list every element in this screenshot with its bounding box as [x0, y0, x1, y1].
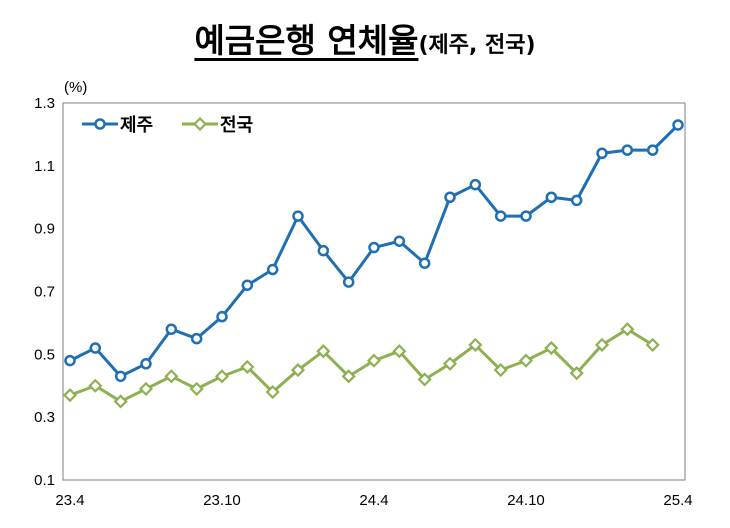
data-point — [518, 353, 534, 368]
legend-entry-1: 제주 — [82, 115, 153, 136]
data-point — [138, 381, 154, 396]
data-point — [393, 235, 406, 247]
data-point — [645, 337, 660, 352]
data-point — [545, 191, 558, 203]
data-point — [89, 342, 102, 354]
data-point — [140, 358, 152, 370]
data-point — [290, 362, 306, 378]
data-point — [88, 378, 103, 393]
data-point — [189, 381, 204, 396]
x-tick-label: 23.10 — [203, 492, 241, 509]
data-point — [265, 384, 280, 400]
data-point — [468, 337, 483, 352]
data-point — [164, 369, 179, 384]
legend: 제주 전국 — [82, 115, 253, 136]
axes: 0.1 0.3 0.5 0.7 0.9 1.1 1.3 23.4 23.10 24.4 24.10 2… — [34, 95, 692, 509]
data-point — [417, 372, 432, 387]
data-point — [64, 354, 76, 367]
y-tick-label: 0.3 — [34, 409, 55, 426]
data-point — [216, 310, 228, 323]
chart-title: 예금은행 연체율(제주, 전국) — [0, 14, 730, 62]
legend-entry-2: 전국 — [182, 115, 253, 136]
series-group — [62, 119, 684, 409]
data-point — [62, 388, 78, 403]
data-point — [368, 241, 380, 254]
data-point — [114, 370, 127, 383]
data-point — [569, 366, 584, 381]
data-point — [494, 210, 507, 222]
data-point — [444, 191, 456, 203]
plot-area — [62, 102, 686, 481]
data-point — [620, 322, 635, 337]
legend-label: 제주 — [120, 115, 153, 136]
data-point — [241, 279, 254, 291]
series-1 — [64, 119, 684, 383]
data-point — [366, 353, 382, 368]
y-tick-label: 0.7 — [34, 284, 55, 301]
data-point — [266, 263, 279, 276]
data-point — [342, 276, 355, 288]
data-point — [165, 323, 178, 335]
data-point — [596, 147, 608, 160]
data-point — [520, 210, 532, 222]
data-point — [292, 210, 304, 222]
x-tick-label: 23.4 — [55, 492, 84, 509]
y-tick-label: 0.9 — [34, 221, 55, 238]
data-point — [442, 356, 458, 371]
x-tick-label: 24.10 — [507, 492, 545, 509]
data-point — [317, 244, 330, 257]
data-point — [469, 178, 482, 191]
data-point — [544, 340, 559, 356]
data-point — [392, 344, 407, 359]
y-unit-label: (%) — [64, 79, 87, 96]
y-tick-label: 1.3 — [34, 95, 55, 112]
data-point — [493, 362, 508, 378]
data-point — [190, 332, 203, 345]
x-tick-label: 25.4 — [663, 492, 692, 509]
data-point — [570, 194, 583, 207]
data-point — [646, 144, 659, 156]
chart-title-main: 예금은행 연체율 — [194, 21, 419, 60]
legend-label: 전국 — [220, 115, 253, 136]
data-point — [594, 337, 610, 352]
series-line — [69, 327, 654, 403]
series-2 — [62, 322, 660, 409]
data-point — [341, 369, 356, 384]
y-tick-label: 0.1 — [34, 472, 55, 489]
chart-title-sub: (제주, 전국) — [418, 33, 536, 58]
y-tick-label: 0.5 — [34, 346, 55, 363]
data-point — [214, 369, 230, 384]
data-point — [113, 394, 128, 409]
data-point — [240, 359, 255, 374]
data-point — [621, 144, 634, 156]
legend-marker — [94, 118, 106, 130]
x-tick-label: 24.4 — [359, 492, 388, 509]
data-point — [316, 344, 331, 359]
y-tick-label: 1.1 — [34, 158, 55, 175]
data-point — [672, 119, 684, 131]
legend-marker — [192, 116, 208, 132]
data-point — [418, 257, 431, 269]
